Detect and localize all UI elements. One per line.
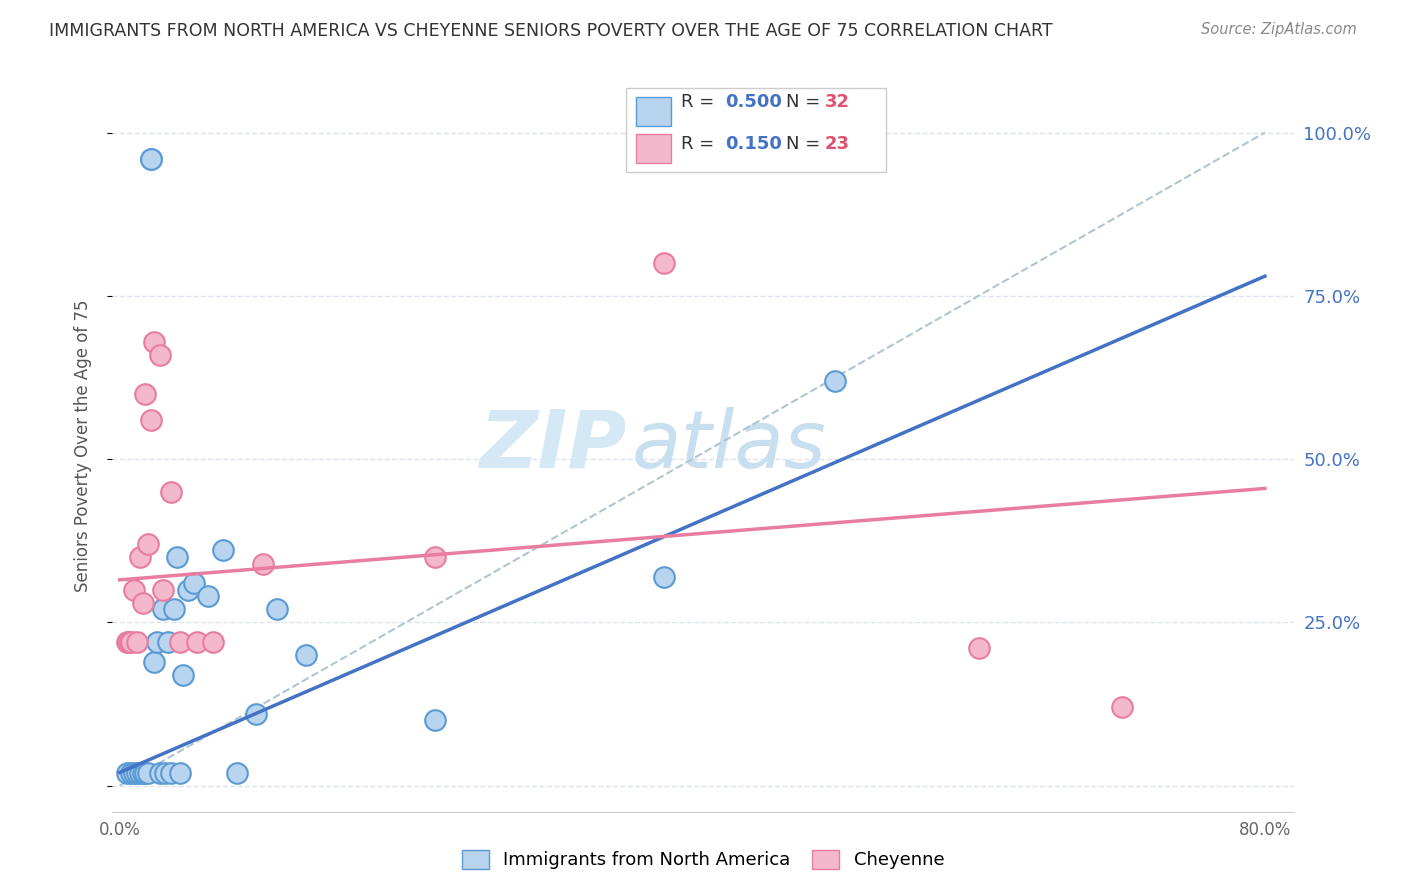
Text: 0.150: 0.150 bbox=[725, 135, 782, 153]
Point bbox=[146, 635, 169, 649]
Text: R =: R = bbox=[681, 94, 720, 112]
Y-axis label: Seniors Poverty Over the Age of 75: Seniors Poverty Over the Age of 75 bbox=[73, 300, 91, 592]
Point bbox=[824, 374, 846, 388]
FancyBboxPatch shape bbox=[636, 97, 671, 127]
Point bbox=[134, 765, 156, 780]
Point bbox=[139, 152, 162, 166]
Point bbox=[125, 765, 148, 780]
Point bbox=[177, 582, 200, 597]
Point bbox=[117, 635, 139, 649]
Point bbox=[125, 635, 148, 649]
Point bbox=[149, 348, 172, 362]
Text: 32: 32 bbox=[825, 94, 849, 112]
Text: R =: R = bbox=[681, 135, 725, 153]
Text: ZIP: ZIP bbox=[479, 407, 626, 485]
Text: atlas: atlas bbox=[633, 407, 827, 485]
Point bbox=[122, 582, 145, 597]
Point bbox=[136, 537, 159, 551]
Point bbox=[120, 635, 142, 649]
Point bbox=[139, 152, 162, 166]
Point bbox=[166, 549, 188, 564]
Text: IMMIGRANTS FROM NORTH AMERICA VS CHEYENNE SENIORS POVERTY OVER THE AGE OF 75 COR: IMMIGRANTS FROM NORTH AMERICA VS CHEYENN… bbox=[49, 22, 1053, 40]
Point bbox=[152, 602, 174, 616]
Point bbox=[128, 549, 150, 564]
FancyBboxPatch shape bbox=[636, 134, 671, 163]
Point bbox=[266, 602, 288, 616]
Point bbox=[967, 641, 990, 656]
Point bbox=[136, 765, 159, 780]
Point bbox=[155, 765, 177, 780]
Point bbox=[169, 765, 191, 780]
FancyBboxPatch shape bbox=[626, 87, 886, 171]
Point bbox=[115, 635, 138, 649]
Point bbox=[186, 635, 208, 649]
Point bbox=[118, 635, 141, 649]
Legend: Immigrants from North America, Cheyenne: Immigrants from North America, Cheyenne bbox=[453, 841, 953, 879]
Point bbox=[122, 765, 145, 780]
Text: N =: N = bbox=[786, 135, 825, 153]
Point bbox=[139, 413, 162, 427]
Point bbox=[152, 582, 174, 597]
Text: 0.500: 0.500 bbox=[725, 94, 782, 112]
Point bbox=[160, 484, 183, 499]
Point bbox=[157, 635, 180, 649]
Point bbox=[652, 569, 675, 583]
Point bbox=[163, 602, 186, 616]
Text: N =: N = bbox=[786, 94, 825, 112]
Point bbox=[131, 596, 153, 610]
Point bbox=[226, 765, 249, 780]
Point bbox=[1111, 700, 1133, 714]
Point bbox=[172, 667, 194, 681]
Point bbox=[149, 765, 172, 780]
Point bbox=[423, 714, 446, 728]
Point bbox=[160, 765, 183, 780]
Point bbox=[120, 765, 142, 780]
Text: Source: ZipAtlas.com: Source: ZipAtlas.com bbox=[1201, 22, 1357, 37]
Point bbox=[169, 635, 191, 649]
Point bbox=[131, 765, 153, 780]
Point bbox=[143, 334, 166, 349]
Point bbox=[115, 765, 138, 780]
Point bbox=[201, 635, 224, 649]
Point bbox=[245, 706, 267, 721]
Point bbox=[211, 543, 233, 558]
Point bbox=[252, 557, 274, 571]
Point bbox=[294, 648, 316, 662]
Text: 23: 23 bbox=[825, 135, 849, 153]
Point bbox=[128, 765, 150, 780]
Point bbox=[197, 589, 219, 603]
Point bbox=[652, 256, 675, 270]
Point bbox=[183, 576, 205, 591]
Point bbox=[134, 386, 156, 401]
Point bbox=[143, 655, 166, 669]
Point bbox=[423, 549, 446, 564]
